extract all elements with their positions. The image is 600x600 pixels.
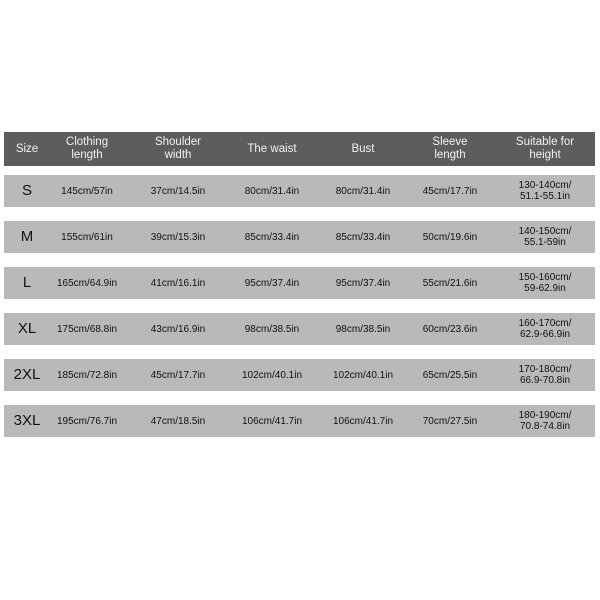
table-cell: 106cm/41.7in bbox=[332, 415, 394, 427]
table-cell: Clothing length bbox=[65, 136, 109, 161]
table-cell: 43cm/16.9in bbox=[150, 323, 206, 335]
table-cell: 37cm/14.5in bbox=[150, 185, 206, 197]
table-cell: 47cm/18.5in bbox=[150, 415, 206, 427]
table-cell: 41cm/16.1in bbox=[150, 277, 206, 289]
table-cell: 165cm/64.9in bbox=[56, 277, 118, 289]
table-row: 2XL 185cm/72.8in 45cm/17.7in 102cm/40.1in 10… bbox=[4, 359, 595, 391]
table-cell: 160-170cm/ 62.9-66.9in bbox=[518, 318, 572, 340]
table-cell: 50cm/19.6in bbox=[422, 231, 478, 243]
table-cell: 95cm/37.4in bbox=[335, 277, 391, 289]
table-cell: 130-140cm/ 51.1-55.1in bbox=[518, 180, 572, 202]
size-cell: S bbox=[21, 181, 32, 199]
table-cell: Shoulder width bbox=[154, 136, 202, 161]
table-row: XL 175cm/68.8in 43cm/16.9in 98cm/38.5in 98cm… bbox=[4, 313, 595, 345]
table-cell: 95cm/37.4in bbox=[244, 277, 300, 289]
table-cell: 195cm/76.7in bbox=[56, 415, 118, 427]
table-cell: 45cm/17.7in bbox=[422, 185, 478, 197]
table-row: L 165cm/64.9in 41cm/16.1in 95cm/37.4in 95cm/… bbox=[4, 267, 595, 299]
header-row: Size Clothing length Shoulder width The wai… bbox=[4, 132, 595, 166]
table-cell: 39cm/15.3in bbox=[150, 231, 206, 243]
table-cell: 106cm/41.7in bbox=[241, 415, 303, 427]
table-cell: 155cm/61in bbox=[61, 231, 113, 243]
table-row: 3XL 195cm/76.7in 47cm/18.5in 106cm/41.7in 10… bbox=[4, 405, 595, 437]
table-cell: 98cm/38.5in bbox=[244, 323, 300, 335]
table-cell: 80cm/31.4in bbox=[244, 185, 300, 197]
size-cell: 3XL bbox=[13, 411, 41, 429]
table-cell: Bust bbox=[351, 142, 375, 155]
table-cell: 60cm/23.6in bbox=[422, 323, 478, 335]
size-cell: M bbox=[20, 227, 34, 245]
table-cell: 170-180cm/ 66.9-70.8in bbox=[518, 364, 572, 386]
table-cell: 102cm/40.1in bbox=[241, 369, 303, 381]
table-cell: 180-190cm/ 70.8-74.8in bbox=[518, 410, 572, 432]
table-row: M 155cm/61in 39cm/15.3in 85cm/33.4in 85cm/33… bbox=[4, 221, 595, 253]
table-cell: The waist bbox=[247, 142, 297, 155]
size-cell: XL bbox=[17, 319, 37, 337]
table-cell: 145cm/57in bbox=[61, 185, 113, 197]
table-cell: Suitable for height bbox=[515, 136, 575, 161]
table-cell: 102cm/40.1in bbox=[332, 369, 394, 381]
table-cell: 45cm/17.7in bbox=[150, 369, 206, 381]
table-cell: 85cm/33.4in bbox=[244, 231, 300, 243]
table-cell: 185cm/72.8in bbox=[56, 369, 118, 381]
table-cell: 150-160cm/ 59-62.9in bbox=[518, 272, 572, 294]
size-cell: L bbox=[22, 273, 32, 291]
table-cell: 98cm/38.5in bbox=[335, 323, 391, 335]
table-cell: 65cm/25.5in bbox=[422, 369, 478, 381]
size-cell: Size bbox=[15, 142, 39, 155]
table-cell: 175cm/68.8in bbox=[56, 323, 118, 335]
table-cell: 55cm/21.6in bbox=[422, 277, 478, 289]
table-cell: 85cm/33.4in bbox=[335, 231, 391, 243]
size-cell: 2XL bbox=[13, 365, 41, 383]
table-cell: 80cm/31.4in bbox=[335, 185, 391, 197]
table-cell: 140-150cm/ 55.1-59in bbox=[518, 226, 572, 248]
table-cell: Sleeve length bbox=[432, 136, 468, 161]
table-cell: 70cm/27.5in bbox=[422, 415, 478, 427]
table-row: S 145cm/57in 37cm/14.5in 80cm/31.4in 80cm/31… bbox=[4, 175, 595, 207]
